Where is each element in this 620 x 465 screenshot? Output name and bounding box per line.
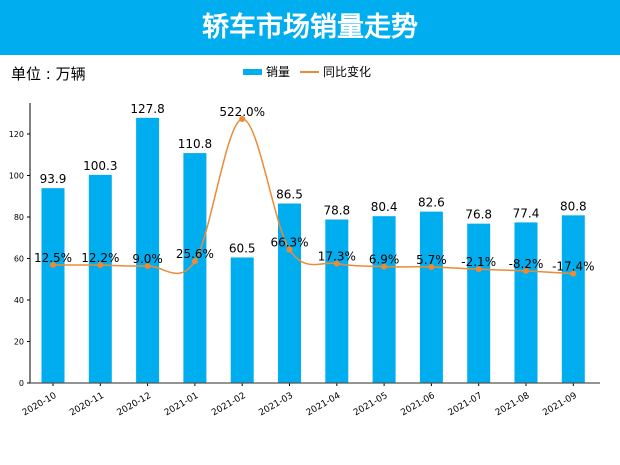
x-tick-label: 2021-04	[305, 391, 343, 419]
yoy-point	[97, 262, 104, 269]
x-tick-label: 2020-12	[116, 391, 154, 418]
bar-label: 77.4	[513, 206, 540, 220]
legend-bar-label: 销量	[266, 65, 291, 79]
bar-label: 60.5	[229, 241, 256, 255]
bar-label: 93.9	[40, 172, 67, 186]
yoy-point	[144, 263, 151, 270]
bar-label: 86.5	[276, 188, 303, 202]
bar-label: 127.8	[130, 102, 164, 116]
yoy-point	[286, 246, 293, 253]
chart-title: 轿车市场销量走势	[0, 0, 620, 55]
yoy-line	[52, 118, 574, 275]
yoy-point	[239, 115, 246, 122]
yoy-point	[570, 270, 577, 277]
bar-label: 100.3	[83, 159, 117, 173]
bar	[278, 203, 301, 383]
bar	[325, 219, 349, 383]
yoy-label: 5.7%	[416, 253, 447, 267]
y-tick-label: 20	[14, 338, 24, 347]
x-tick-label: 2021-01	[163, 391, 201, 418]
yoy-point	[50, 262, 56, 268]
yoy-label: 25.6%	[176, 247, 214, 261]
yoy-label: 12.2%	[81, 251, 119, 265]
yoy-point	[523, 267, 529, 274]
y-tick-label: 100	[9, 172, 24, 181]
unit-label: 单位 : 万辆	[11, 65, 86, 83]
y-tick-label: 80	[14, 213, 24, 222]
yoy-label: 6.9%	[369, 253, 400, 267]
x-tick-label: 2021-02	[210, 391, 248, 418]
yoy-point	[475, 266, 482, 273]
legend: 销量 同比变化	[243, 63, 371, 80]
x-tick-label: 2020-11	[68, 391, 106, 418]
bar-label: 82.6	[418, 196, 445, 210]
bar	[561, 215, 585, 383]
bar	[88, 174, 112, 383]
yoy-label: 66.3%	[270, 236, 308, 250]
x-tick-label: 2021-03	[257, 391, 295, 418]
x-tick-label: 2021-09	[541, 391, 579, 419]
y-tick-label: 0	[19, 379, 24, 388]
bar	[41, 188, 65, 383]
bar	[136, 117, 160, 383]
bar-label: 78.8	[323, 203, 350, 217]
yoy-point	[333, 260, 340, 267]
yoy-label: 17.3%	[318, 250, 356, 264]
x-tick-label: 2021-06	[399, 391, 437, 419]
y-tick-label: 120	[9, 130, 24, 139]
yoy-label: 9.0%	[132, 252, 163, 266]
x-tick-label: 2021-07	[447, 391, 485, 418]
bar-label: 80.8	[560, 199, 587, 213]
yoy-label: -8.2%	[509, 257, 544, 271]
yoy-point	[428, 263, 435, 270]
bar	[372, 216, 396, 383]
bar-label: 76.8	[465, 208, 492, 222]
bar	[183, 153, 207, 383]
x-tick-label: 2021-05	[352, 391, 390, 418]
legend-bar-swatch	[243, 68, 262, 75]
legend-line-swatch	[300, 70, 320, 73]
yoy-label: 12.5%	[34, 251, 72, 265]
yoy-point	[191, 258, 198, 265]
x-tick-label: 2020-10	[21, 391, 59, 419]
bar	[514, 222, 538, 383]
yoy-label: -2.1%	[461, 255, 496, 269]
x-tick-label: 2021-08	[494, 391, 532, 419]
bar	[467, 223, 491, 383]
legend-line-label: 同比变化	[323, 65, 372, 79]
bar-label: 110.8	[178, 137, 212, 151]
bar	[230, 257, 254, 383]
yoy-label: 522.0%	[219, 105, 265, 119]
yoy-label: -17.4%	[552, 260, 594, 274]
bar	[419, 211, 443, 383]
y-tick-label: 60	[14, 255, 24, 264]
y-tick-label: 40	[14, 296, 24, 305]
yoy-point	[381, 263, 388, 270]
bar-label: 80.4	[371, 200, 398, 214]
